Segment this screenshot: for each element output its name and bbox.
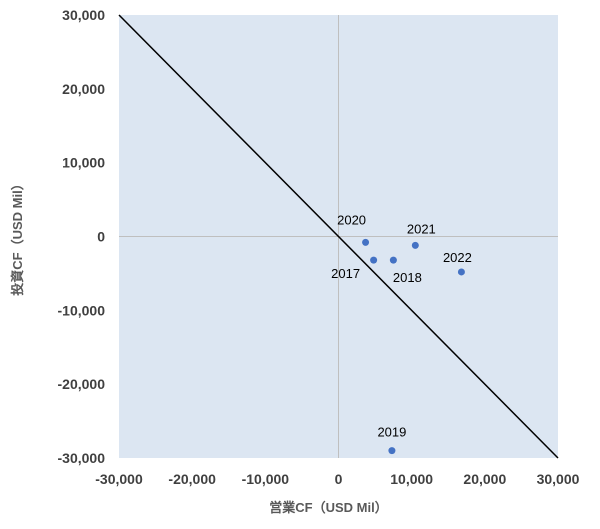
x-tick-label: 30,000 xyxy=(537,471,580,487)
data-point-label: 2022 xyxy=(443,250,472,265)
data-point-label: 2020 xyxy=(337,212,366,227)
x-tick-label: 20,000 xyxy=(463,471,506,487)
data-point-label: 2021 xyxy=(407,221,436,236)
x-tick-label: 0 xyxy=(335,471,343,487)
x-tick-label: -30,000 xyxy=(95,471,143,487)
y-tick-label: -10,000 xyxy=(58,302,106,318)
y-tick-label: 10,000 xyxy=(62,155,105,171)
x-axis-title: 営業CF（USD Mil） xyxy=(269,500,387,515)
data-point xyxy=(389,256,397,264)
x-tick-label: -10,000 xyxy=(242,471,290,487)
x-tick-label: 10,000 xyxy=(390,471,433,487)
reference-line xyxy=(118,14,559,459)
data-point xyxy=(388,447,396,455)
y-tick-label: 30,000 xyxy=(62,7,105,23)
data-point xyxy=(362,238,370,246)
data-point xyxy=(411,241,419,249)
y-tick-label: 20,000 xyxy=(62,81,105,97)
x-tick-label: -20,000 xyxy=(168,471,216,487)
y-axis-title: 投資CF（USD Mil） xyxy=(10,177,25,295)
data-point-label: 2019 xyxy=(377,425,406,440)
data-point xyxy=(370,256,378,264)
y-axis-tick-labels: -30,000 -20,000 -10,000 0 10,000 20,000 30,000 xyxy=(58,7,106,466)
data-point-labels: 2017 2018 2019 2020 2021 2022 xyxy=(331,212,472,439)
data-point xyxy=(457,268,465,276)
data-points xyxy=(362,238,465,455)
data-point-label: 2017 xyxy=(331,266,360,281)
y-tick-label: -30,000 xyxy=(58,450,106,466)
y-tick-label: 0 xyxy=(97,229,105,245)
data-point-label: 2018 xyxy=(393,270,422,285)
y-tick-label: -20,000 xyxy=(58,376,106,392)
x-axis-tick-labels: -30,000 -20,000 -10,000 0 10,000 20,000 30,000 xyxy=(95,471,579,487)
